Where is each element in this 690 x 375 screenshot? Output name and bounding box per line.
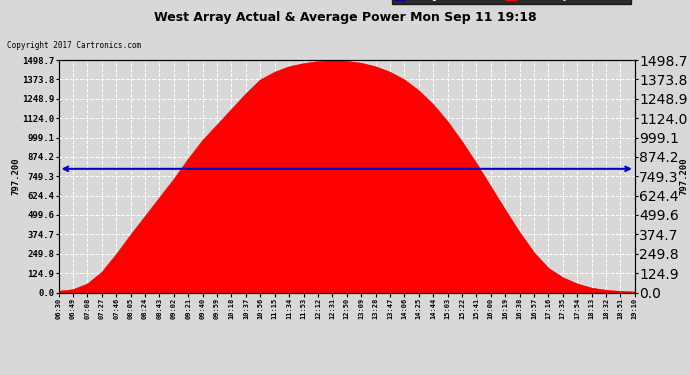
Text: West Array Actual & Average Power Mon Sep 11 19:18: West Array Actual & Average Power Mon Se… <box>154 11 536 24</box>
Text: 797.200: 797.200 <box>679 158 688 195</box>
Text: Copyright 2017 Cartronics.com: Copyright 2017 Cartronics.com <box>7 41 141 50</box>
Text: 797.200: 797.200 <box>11 158 20 195</box>
Legend: Average  (DC Watts), West Array  (DC Watts): Average (DC Watts), West Array (DC Watts… <box>393 0 631 4</box>
